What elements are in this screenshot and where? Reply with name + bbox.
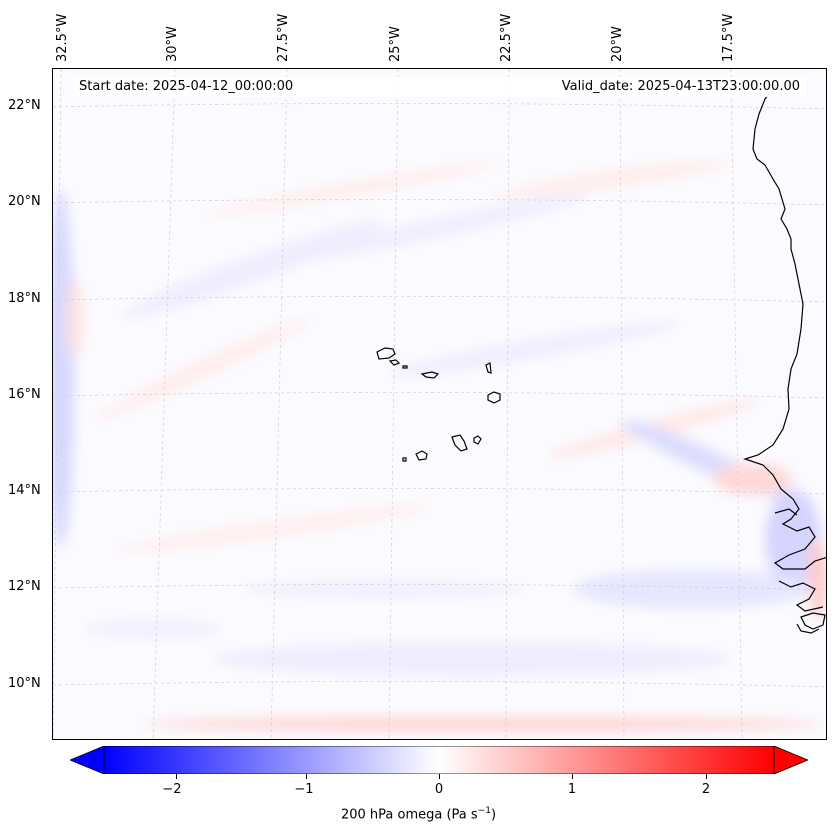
colorbar-label: 200 hPa omega (Pa s−1) — [340, 806, 497, 823]
valid-date-label: Valid_date: 2025-04-13T23:00:00.00 — [561, 79, 800, 94]
start-date-label: Start date: 2025-04-12_00:00:00 — [79, 79, 294, 94]
african-coastline — [743, 88, 826, 634]
omega-field — [53, 69, 826, 739]
lat-label-12n: 12°N — [8, 579, 41, 594]
colorbar-tickmark-neg1 — [306, 774, 307, 779]
lat-label-22n: 22°N — [8, 98, 41, 113]
date-header: Start date: 2025-04-12_00:00:00 Valid_da… — [73, 77, 806, 97]
lon-label-22-5w: 22.5°W — [499, 13, 514, 62]
lon-label-30w: 30°W — [165, 26, 180, 62]
lon-label-20w: 20°W — [610, 26, 625, 62]
colorbar-tickmark-neg2 — [176, 774, 177, 779]
colorbar-tick-0: 0 — [434, 782, 444, 797]
colorbar-tick-1: 1 — [567, 782, 577, 797]
lon-label-25w: 25°W — [388, 26, 403, 62]
lat-label-18n: 18°N — [8, 291, 41, 306]
colorbar-tickmark-1 — [572, 774, 573, 779]
colorbar-max-extend — [773, 746, 808, 774]
lat-label-14n: 14°N — [8, 483, 41, 498]
colorbar-tickmark-0 — [439, 774, 440, 779]
lat-label-10n: 10°N — [8, 676, 41, 691]
cabo-verde-islands — [376, 347, 501, 462]
colorbar-min-extend — [70, 746, 105, 774]
map-canvas — [53, 69, 826, 739]
colorbar-tickmark-2 — [706, 774, 707, 779]
colorbar-tick-neg1: −1 — [294, 782, 314, 797]
colorbar — [70, 746, 808, 774]
lon-label-32-5w: 32.5°W — [55, 13, 70, 62]
lon-label-17-5w: 17.5°W — [721, 13, 736, 62]
lat-label-20n: 20°N — [8, 194, 41, 209]
map-panel: Start date: 2025-04-12_00:00:00 Valid_da… — [52, 68, 827, 740]
lat-label-16n: 16°N — [8, 387, 41, 402]
colorbar-gradient — [103, 746, 775, 774]
graticule — [53, 69, 826, 739]
lon-label-27-5w: 27.5°W — [276, 13, 291, 62]
colorbar-tick-2: 2 — [701, 782, 711, 797]
colorbar-tick-neg2: −2 — [162, 782, 182, 797]
